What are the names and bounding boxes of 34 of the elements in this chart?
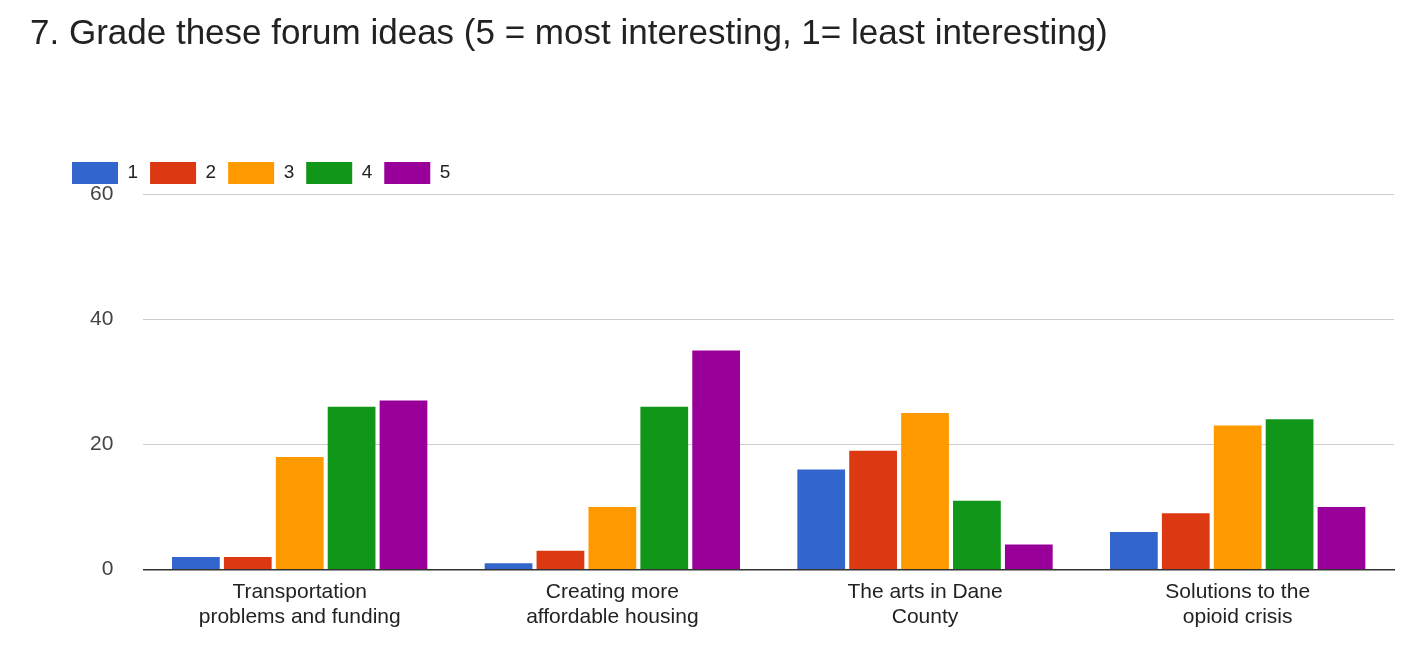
bar xyxy=(1004,544,1053,570)
bar xyxy=(1213,425,1262,570)
legend-label: 1 xyxy=(127,161,139,183)
bar xyxy=(849,450,897,570)
bar xyxy=(640,406,689,570)
legend-label: 2 xyxy=(205,161,217,183)
bar xyxy=(953,500,1001,570)
bar xyxy=(223,557,272,570)
chart-title: 7. Grade these forum ideas (5 = most interesting, 1= least interesting) xyxy=(30,12,1108,52)
y-tick-label: 60 xyxy=(90,180,114,204)
bar xyxy=(797,469,846,570)
bar xyxy=(327,406,376,570)
bar xyxy=(901,413,949,570)
bar xyxy=(379,400,428,570)
y-tick-label: 20 xyxy=(90,431,114,455)
legend-label: 5 xyxy=(439,161,451,183)
x-tick-label: The arts in Dane County xyxy=(847,579,1003,628)
x-tick-label: Transportation problems and funding xyxy=(198,579,401,628)
bar xyxy=(692,350,741,570)
bar xyxy=(484,563,533,570)
bar xyxy=(1109,532,1158,570)
x-tick-label: Solutions to the opioid crisis xyxy=(1165,579,1311,628)
bar xyxy=(1161,513,1210,570)
bar xyxy=(172,557,220,570)
x-tick-label: Creating more affordable housing xyxy=(526,579,699,628)
legend-label: 4 xyxy=(361,161,373,183)
bar xyxy=(536,550,585,570)
bar xyxy=(275,456,324,570)
bar xyxy=(1265,419,1314,570)
legend-label: 3 xyxy=(283,161,295,183)
y-tick-label: 40 xyxy=(90,306,114,329)
y-tick-label: 0 xyxy=(101,556,114,580)
bar xyxy=(1317,507,1366,570)
bar xyxy=(588,507,637,570)
